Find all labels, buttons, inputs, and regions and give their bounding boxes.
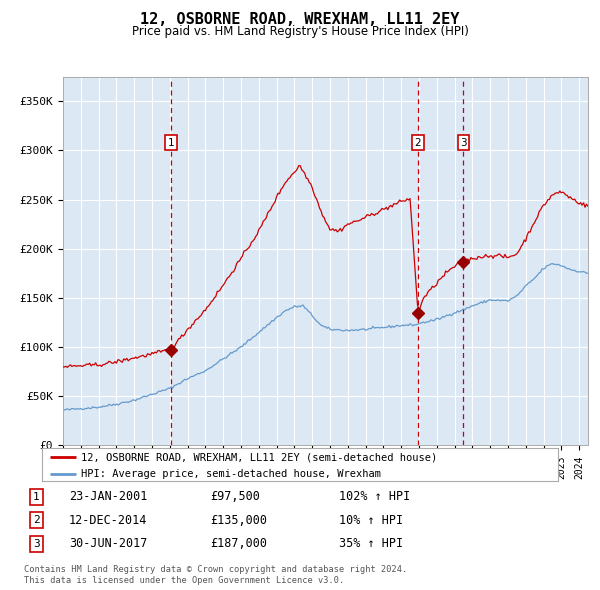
Text: 10% ↑ HPI: 10% ↑ HPI: [339, 514, 403, 527]
Text: This data is licensed under the Open Government Licence v3.0.: This data is licensed under the Open Gov…: [24, 576, 344, 585]
Text: 30-JUN-2017: 30-JUN-2017: [69, 537, 148, 550]
Text: 2: 2: [415, 137, 421, 148]
Text: 3: 3: [33, 539, 40, 549]
Text: Price paid vs. HM Land Registry's House Price Index (HPI): Price paid vs. HM Land Registry's House …: [131, 25, 469, 38]
Text: £135,000: £135,000: [210, 514, 267, 527]
Text: 12-DEC-2014: 12-DEC-2014: [69, 514, 148, 527]
Text: 102% ↑ HPI: 102% ↑ HPI: [339, 490, 410, 503]
Text: Contains HM Land Registry data © Crown copyright and database right 2024.: Contains HM Land Registry data © Crown c…: [24, 565, 407, 574]
Text: 2: 2: [33, 516, 40, 525]
Text: 23-JAN-2001: 23-JAN-2001: [69, 490, 148, 503]
Text: 12, OSBORNE ROAD, WREXHAM, LL11 2EY: 12, OSBORNE ROAD, WREXHAM, LL11 2EY: [140, 12, 460, 27]
Text: 12, OSBORNE ROAD, WREXHAM, LL11 2EY (semi-detached house): 12, OSBORNE ROAD, WREXHAM, LL11 2EY (sem…: [80, 452, 437, 462]
Text: 3: 3: [460, 137, 467, 148]
Text: 35% ↑ HPI: 35% ↑ HPI: [339, 537, 403, 550]
Text: HPI: Average price, semi-detached house, Wrexham: HPI: Average price, semi-detached house,…: [80, 468, 381, 478]
Text: £97,500: £97,500: [210, 490, 260, 503]
Text: 1: 1: [33, 492, 40, 502]
Text: £187,000: £187,000: [210, 537, 267, 550]
Text: 1: 1: [167, 137, 174, 148]
